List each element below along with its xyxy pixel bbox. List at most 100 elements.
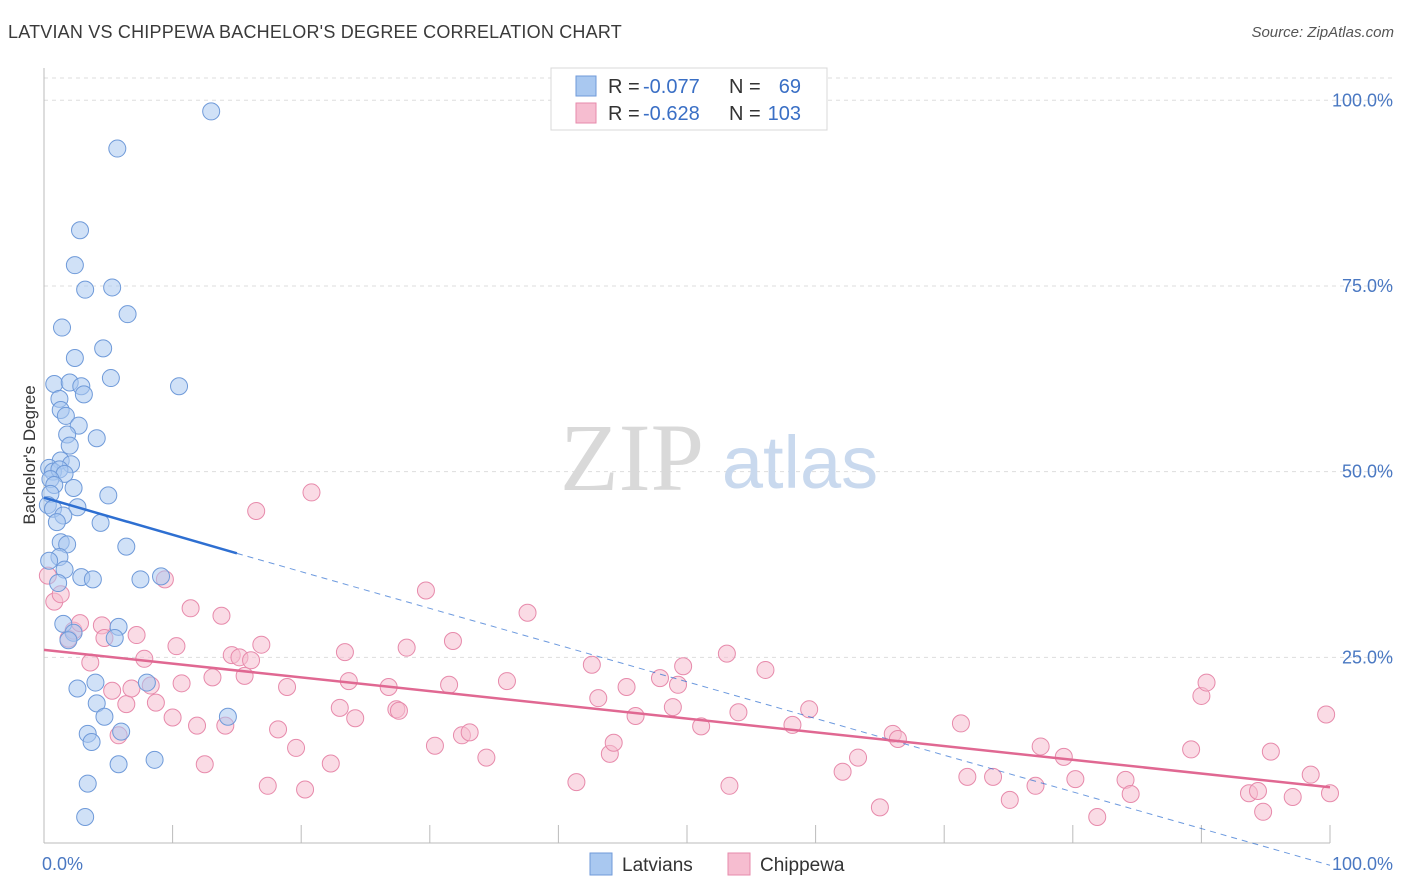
chippewa-point (321, 754, 340, 773)
chippewa-point (296, 780, 315, 799)
chippewa-point (242, 651, 261, 670)
trend-lines (43, 496, 1331, 866)
watermark-zip: ZIP (560, 404, 704, 511)
latvian-point (137, 673, 156, 692)
chippewa-point (1261, 742, 1280, 761)
latvian-point (56, 406, 75, 425)
chippewa-point (729, 703, 748, 722)
latvian-point (40, 551, 59, 570)
chippewa-point (203, 668, 222, 687)
legend-swatch-latvians (575, 75, 597, 97)
legend-n-label-latvians: N = (729, 76, 761, 98)
chippewa-point (103, 681, 122, 700)
chippewa-point (188, 716, 207, 735)
chippewa-point (1248, 782, 1267, 801)
latvian-point (170, 377, 189, 396)
legend-n-label-chippewa: N = (729, 103, 761, 125)
chippewa-point (1301, 765, 1320, 784)
latvian-point (87, 429, 106, 448)
chippewa-point (440, 675, 459, 694)
latvian-point (112, 722, 131, 741)
chippewa-point (252, 635, 271, 654)
legend-r-label-chippewa: R = (608, 103, 640, 125)
chart-title: LATVIAN VS CHIPPEWA BACHELOR'S DEGREE CO… (8, 22, 622, 42)
latvian-point (86, 673, 105, 692)
chippewa-point (181, 599, 200, 618)
chippewa-point (443, 631, 462, 650)
chippewa-point (416, 581, 435, 600)
chippewa-point (833, 762, 852, 781)
watermark-atlas: atlas (722, 421, 878, 504)
chippewa-point (1066, 770, 1085, 789)
chippewa-point (589, 689, 608, 708)
latvian-point (152, 567, 171, 586)
latvian-point (78, 774, 97, 793)
latvian-point (83, 570, 102, 589)
legend-box (550, 67, 828, 131)
y-tick-labels: 25.0% 50.0% 75.0% 100.0% (1332, 90, 1393, 667)
y-tick-label: 25.0% (1342, 647, 1393, 667)
legend-r-label-latvians: R = (608, 76, 640, 98)
latvian-point (131, 570, 150, 589)
chippewa-point (497, 672, 516, 691)
chippewa-point (258, 776, 277, 795)
chippewa-point (692, 717, 711, 736)
latvian-point (60, 436, 79, 455)
chippewa-point (1031, 737, 1050, 756)
latvian-point (202, 102, 221, 121)
latvian-points (38, 102, 237, 827)
chippewa-points (38, 483, 1339, 827)
latvian-point (76, 808, 95, 827)
latvian-point (145, 750, 164, 769)
x-tick-labels: 0.0% 100.0% (42, 854, 1393, 874)
latvian-point (53, 318, 72, 337)
chippewa-point (870, 798, 889, 817)
chippewa-point (127, 626, 146, 645)
latvian-point (68, 679, 87, 698)
chippewa-point (958, 767, 977, 786)
latvian-trend-line (43, 496, 238, 555)
chippewa-point (567, 773, 586, 792)
chippewa-point (117, 695, 136, 714)
chippewa-point (389, 701, 408, 720)
chippewa-point (146, 693, 165, 712)
chippewa-point (397, 638, 416, 657)
bottom-legend-latvians: Latvians (622, 855, 693, 876)
chippewa-point (1000, 790, 1019, 809)
latvian-point (82, 732, 101, 751)
chippewa-point (626, 706, 645, 725)
chippewa-point (650, 669, 669, 688)
chippewa-point (1121, 784, 1140, 803)
chippewa-point (425, 736, 444, 755)
legend-n-value-latvians: 69 (779, 76, 801, 98)
chippewa-point (582, 655, 601, 674)
latvian-point (218, 707, 237, 726)
latvian-point (94, 339, 113, 358)
bottom-swatch-latvians (589, 852, 613, 876)
chippewa-point (163, 708, 182, 727)
chippewa-trend-line (43, 648, 1331, 789)
chippewa-point (302, 483, 321, 502)
latvian-point (71, 221, 90, 240)
chippewa-point (674, 657, 693, 676)
axes (43, 68, 1331, 844)
chippewa-point (756, 660, 775, 679)
chippewa-point (330, 698, 349, 717)
watermark: ZIP atlas (560, 404, 878, 511)
chippewa-point (167, 637, 186, 656)
chippewa-point (1054, 747, 1073, 766)
latvian-point (95, 707, 114, 726)
chippewa-point (951, 714, 970, 733)
chippewa-point (1182, 740, 1201, 759)
chippewa-point (663, 698, 682, 717)
x-tick-label: 0.0% (42, 854, 83, 874)
chippewa-point (1197, 673, 1216, 692)
chippewa-point (1283, 787, 1302, 806)
x-tick-label: 100.0% (1332, 854, 1393, 874)
chippewa-point (195, 755, 214, 774)
y-tick-label: 50.0% (1342, 462, 1393, 482)
latvian-point (65, 349, 84, 368)
chippewa-point (212, 606, 231, 625)
latvian-point (74, 385, 93, 404)
chippewa-point (720, 776, 739, 795)
